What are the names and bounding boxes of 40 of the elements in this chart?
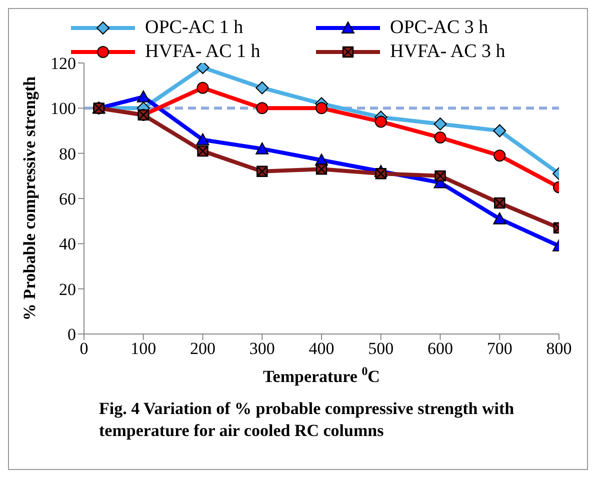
- point: [256, 81, 269, 94]
- point: [316, 102, 328, 114]
- point: [196, 82, 209, 94]
- y-tick-label: 80: [59, 144, 76, 164]
- point: [493, 124, 506, 138]
- legend-label: HVFA- AC 3 h: [390, 41, 506, 63]
- x-tick-label: 600: [428, 339, 453, 358]
- legend-label: OPC-AC 3 h: [390, 17, 488, 39]
- y-tick-label: 60: [59, 190, 76, 209]
- point: [196, 63, 210, 74]
- x-tick-label: 300: [249, 339, 275, 358]
- y-tick-label: 0: [68, 325, 76, 344]
- legend-label: OPC-AC 1 h: [145, 17, 244, 39]
- x-tick-label: 0: [80, 339, 88, 358]
- x-axis-title: Temperature $^{0}$C: [263, 364, 380, 386]
- point: [375, 168, 386, 180]
- point: [434, 132, 446, 144]
- point: [136, 90, 150, 102]
- x-tick-label: 800: [546, 339, 572, 358]
- point: [374, 116, 387, 128]
- caption: Fig. 4 Variation of % probable compressive strength with temperature for air cooled RC columns: [99, 398, 516, 442]
- x-tick-label: 100: [130, 339, 156, 358]
- point: [494, 150, 506, 162]
- point: [256, 102, 268, 114]
- x-tick-label: 500: [368, 339, 394, 358]
- y-tick-label: 40: [59, 234, 76, 254]
- y-axis-title: % Probable compressive strength: [20, 76, 40, 321]
- point: [434, 117, 447, 130]
- x-tick-label: 200: [190, 339, 216, 358]
- point: [434, 170, 446, 182]
- point: [197, 145, 208, 157]
- x-tick-label: 700: [486, 339, 512, 358]
- x-tick-label: 400: [308, 339, 334, 358]
- point: [196, 133, 210, 146]
- y-tick-label: 100: [50, 99, 76, 118]
- y-tick-label: 20: [59, 280, 76, 299]
- y-tick-label: 120: [50, 54, 76, 74]
- point: [493, 212, 506, 224]
- point: [256, 142, 269, 154]
- legend-label: HVFA- AC 1 h: [145, 41, 260, 63]
